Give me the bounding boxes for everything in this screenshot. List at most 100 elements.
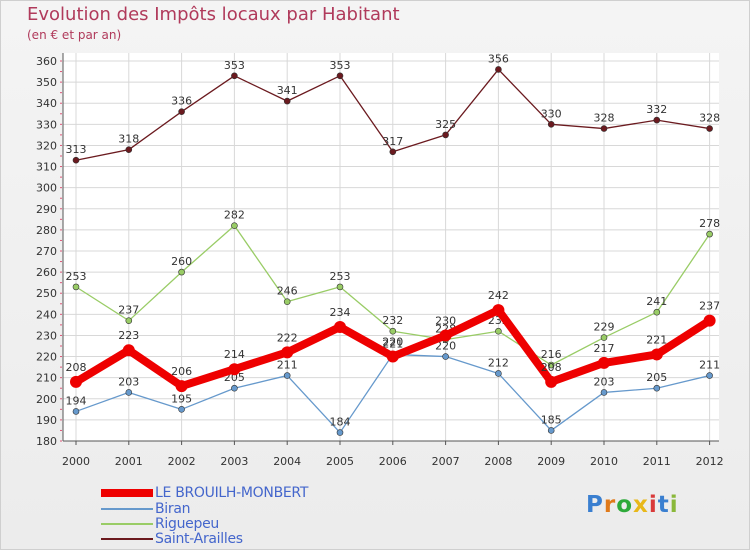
data-point <box>336 283 344 291</box>
data-point <box>706 125 713 132</box>
data-label: 253 <box>330 270 351 283</box>
data-label: 206 <box>171 365 192 378</box>
data-point <box>600 334 608 341</box>
data-point <box>653 384 661 392</box>
x-tick-label: 2007 <box>432 455 460 468</box>
y-tick-label: 260 <box>36 266 57 279</box>
data-label: 282 <box>224 209 245 222</box>
data-point <box>389 327 397 335</box>
data-label: 208 <box>541 361 562 374</box>
data-point <box>495 370 502 377</box>
data-label: 184 <box>330 416 351 429</box>
data-label: 237 <box>699 300 720 313</box>
logo-letter: i <box>669 492 679 518</box>
data-label: 194 <box>66 394 87 407</box>
data-label: 260 <box>171 255 192 268</box>
y-tick-label: 240 <box>36 308 57 321</box>
plot-area <box>63 53 719 441</box>
data-point <box>439 329 452 342</box>
data-label: 328 <box>699 112 720 125</box>
data-point <box>653 308 661 316</box>
x-tick-label: 2009 <box>537 455 565 468</box>
logo-letter: i <box>648 492 658 518</box>
y-tick-label: 340 <box>36 97 57 110</box>
data-label: 237 <box>118 304 139 317</box>
data-point <box>228 363 241 376</box>
data-point <box>125 146 133 153</box>
logo-letter: o <box>616 492 634 518</box>
y-tick-label: 200 <box>36 393 57 406</box>
legend-label: Biran <box>155 501 191 517</box>
x-tick-label: 2004 <box>273 455 301 468</box>
y-tick-label: 220 <box>36 351 57 364</box>
data-point <box>653 116 661 124</box>
chart-title: Evolution des Impôts locaux par Habitant <box>27 4 400 25</box>
data-point <box>598 356 610 369</box>
y-tick-label: 320 <box>36 139 57 152</box>
y-tick-label: 350 <box>36 76 57 89</box>
logo-letter: t <box>657 492 670 518</box>
legend-label: Riguepeu <box>155 516 219 532</box>
x-tick-label: 2000 <box>62 455 90 468</box>
legend-item-biran: Biran <box>101 501 191 517</box>
logo-letter: r <box>603 492 617 518</box>
y-tick-label: 230 <box>36 329 57 342</box>
data-label: 328 <box>594 112 615 125</box>
legend-item-le-brouilh-monbert: LE BROUILH-MONBERT <box>101 485 308 501</box>
data-label: 356 <box>488 52 509 65</box>
data-point <box>547 121 555 128</box>
y-tick-label: 280 <box>36 224 57 237</box>
data-label: 353 <box>330 59 351 72</box>
y-tick-label: 180 <box>36 435 57 448</box>
data-label: 205 <box>646 371 667 384</box>
data-label: 317 <box>382 135 403 148</box>
data-point <box>495 327 502 335</box>
data-point <box>442 353 449 360</box>
data-point <box>72 283 80 291</box>
data-point <box>706 230 713 238</box>
data-label: 336 <box>171 95 192 108</box>
y-tick-label: 270 <box>36 245 57 258</box>
legend-swatch <box>101 489 153 497</box>
y-tick-label: 250 <box>36 287 57 300</box>
data-label: 341 <box>277 84 298 97</box>
data-point <box>281 346 294 359</box>
data-label: 220 <box>435 340 456 353</box>
data-point <box>600 125 608 132</box>
chart-subtitle: (en € et par an) <box>27 28 122 42</box>
data-label: 241 <box>646 295 667 308</box>
data-label: 223 <box>118 329 139 342</box>
y-tick-label: 300 <box>36 182 57 195</box>
legend-label: Saint-Arailles <box>155 531 243 547</box>
x-tick-label: 2006 <box>379 455 407 468</box>
y-tick-label: 290 <box>36 203 57 216</box>
data-point <box>231 384 238 392</box>
data-label: 318 <box>118 133 139 146</box>
data-point <box>545 375 558 388</box>
data-point <box>547 427 555 434</box>
data-label: 229 <box>594 321 615 334</box>
data-label: 242 <box>488 289 509 302</box>
data-label: 211 <box>699 359 720 372</box>
data-label: 212 <box>488 356 509 369</box>
data-label: 230 <box>435 314 456 327</box>
data-label: 208 <box>66 361 87 374</box>
legend-item-saint-arailles: Saint-Arailles <box>101 531 243 547</box>
data-label: 234 <box>330 306 351 319</box>
data-point <box>336 72 344 80</box>
logo-letter: P <box>586 492 604 518</box>
data-point <box>650 348 663 361</box>
data-point <box>178 406 185 413</box>
y-tick-label: 310 <box>36 161 57 174</box>
data-point <box>706 372 713 379</box>
data-point <box>283 97 291 105</box>
data-label: 220 <box>382 336 403 349</box>
x-tick-label: 2001 <box>115 455 143 468</box>
x-tick-label: 2012 <box>696 455 724 468</box>
data-point <box>336 429 344 436</box>
data-label: 211 <box>277 359 298 372</box>
x-tick-label: 2010 <box>590 455 618 468</box>
data-point <box>72 408 80 415</box>
data-label: 203 <box>594 375 615 388</box>
